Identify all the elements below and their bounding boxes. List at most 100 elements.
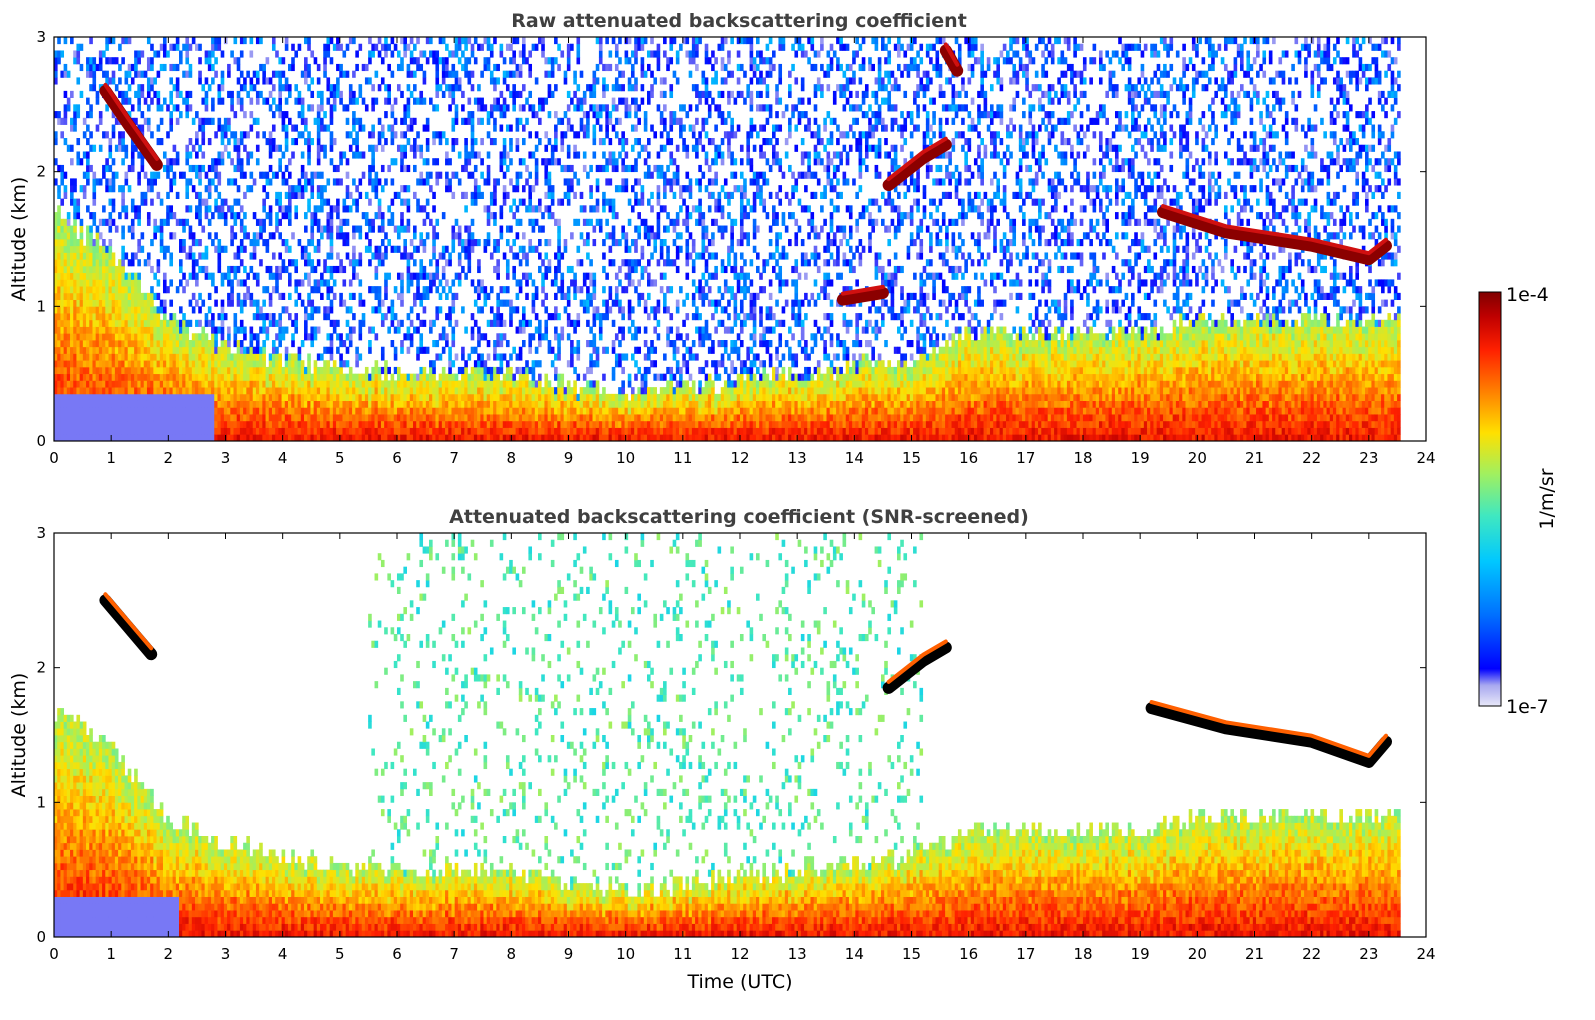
heatmap-cell — [134, 57, 138, 65]
heatmap-cell — [307, 407, 311, 415]
heatmap-cell — [188, 178, 193, 186]
heatmap-cell — [236, 63, 241, 72]
heatmap-cell — [175, 360, 180, 368]
heatmap-cell — [89, 259, 93, 267]
heatmap-cell — [457, 259, 462, 267]
heatmap-cell — [214, 57, 218, 65]
heatmap-cell — [134, 420, 138, 428]
heatmap-cell — [557, 333, 561, 341]
heatmap-cell — [66, 286, 71, 294]
heatmap-cell — [63, 111, 68, 119]
heatmap-cell — [134, 90, 138, 98]
heatmap-cell — [76, 333, 81, 341]
heatmap-cell — [448, 420, 452, 428]
heatmap-cell — [66, 333, 71, 341]
heatmap-cell — [438, 387, 443, 395]
heatmap-cell — [496, 366, 500, 375]
heatmap-cell — [162, 427, 167, 435]
heatmap-cell — [288, 279, 292, 287]
heatmap-cell — [477, 259, 481, 267]
heatmap-cell — [345, 239, 350, 247]
heatmap-cell — [429, 414, 433, 422]
heatmap-cell — [76, 313, 81, 321]
heatmap-cell — [127, 400, 132, 408]
heatmap-cell — [220, 279, 225, 287]
heatmap-cell — [185, 333, 190, 341]
heatmap-cell — [509, 380, 513, 388]
heatmap-cell — [169, 346, 174, 354]
heatmap-cell — [137, 360, 141, 368]
heatmap-cell — [355, 117, 359, 125]
heatmap-cell — [451, 360, 456, 368]
heatmap-cell — [329, 212, 334, 220]
heatmap-cell — [220, 414, 225, 422]
heatmap-cell — [464, 37, 468, 45]
heatmap-cell — [419, 346, 424, 354]
heatmap-cell — [143, 373, 148, 381]
heatmap-cell — [329, 37, 334, 45]
heatmap-cell — [146, 434, 151, 442]
heatmap-cell — [121, 57, 125, 65]
heatmap-cell — [262, 319, 266, 327]
heatmap-cell — [252, 70, 257, 78]
heatmap-cell — [339, 407, 343, 415]
heatmap-cell — [531, 306, 536, 314]
heatmap-cell — [198, 434, 202, 442]
heatmap-cell — [531, 360, 536, 368]
heatmap-cell — [288, 191, 292, 199]
heatmap-cell — [454, 434, 459, 442]
heatmap-cell — [550, 144, 555, 152]
heatmap-cell — [364, 387, 369, 395]
heatmap-cell — [60, 360, 65, 368]
heatmap-cell — [169, 387, 174, 395]
heatmap-cell — [505, 124, 510, 132]
heatmap-cell — [118, 43, 122, 51]
heatmap-cell — [538, 326, 542, 334]
heatmap-cell — [518, 104, 523, 112]
heatmap-cell — [547, 185, 552, 193]
heatmap-cell — [124, 319, 129, 327]
heatmap-cell — [400, 185, 404, 193]
heatmap-cell — [127, 97, 132, 105]
heatmap-cell — [352, 124, 356, 132]
heatmap-cell — [162, 97, 167, 105]
heatmap-cell — [380, 225, 385, 233]
heatmap-cell — [246, 373, 250, 381]
heatmap-cell — [70, 185, 74, 193]
heatmap-cell — [57, 239, 61, 247]
heatmap-cell — [342, 340, 347, 348]
heatmap-cell — [82, 407, 87, 415]
heatmap-cell — [204, 319, 209, 327]
heatmap-cell — [127, 407, 132, 415]
heatmap-cell — [461, 37, 465, 45]
heatmap-cell — [441, 333, 446, 341]
heatmap-cell — [496, 259, 500, 267]
heatmap-cell — [515, 63, 520, 72]
heatmap-cell — [307, 292, 311, 300]
heatmap-cell — [105, 178, 109, 186]
heatmap-cell — [236, 387, 241, 395]
heatmap-cell — [326, 279, 331, 287]
heatmap-cell — [358, 380, 363, 388]
heatmap-cell — [320, 171, 324, 179]
heatmap-cell — [368, 373, 372, 381]
heatmap-cell — [140, 124, 145, 132]
heatmap-cell — [182, 97, 186, 105]
heatmap-cell — [162, 380, 167, 388]
heatmap-cell — [121, 138, 125, 146]
heatmap-cell — [320, 427, 324, 435]
heatmap-cell — [118, 333, 122, 341]
heatmap-cell — [179, 306, 183, 314]
heatmap-cell — [477, 239, 481, 247]
heatmap-cell — [153, 232, 157, 240]
heatmap-cell — [400, 420, 404, 428]
heatmap-cell — [227, 373, 231, 381]
heatmap-cell — [326, 427, 331, 435]
heatmap-cell — [496, 63, 500, 72]
heatmap-cell — [140, 70, 145, 78]
heatmap-cell — [284, 346, 289, 354]
heatmap-cell — [66, 265, 71, 274]
heatmap-cell — [191, 366, 196, 375]
heatmap-cell — [82, 117, 87, 125]
